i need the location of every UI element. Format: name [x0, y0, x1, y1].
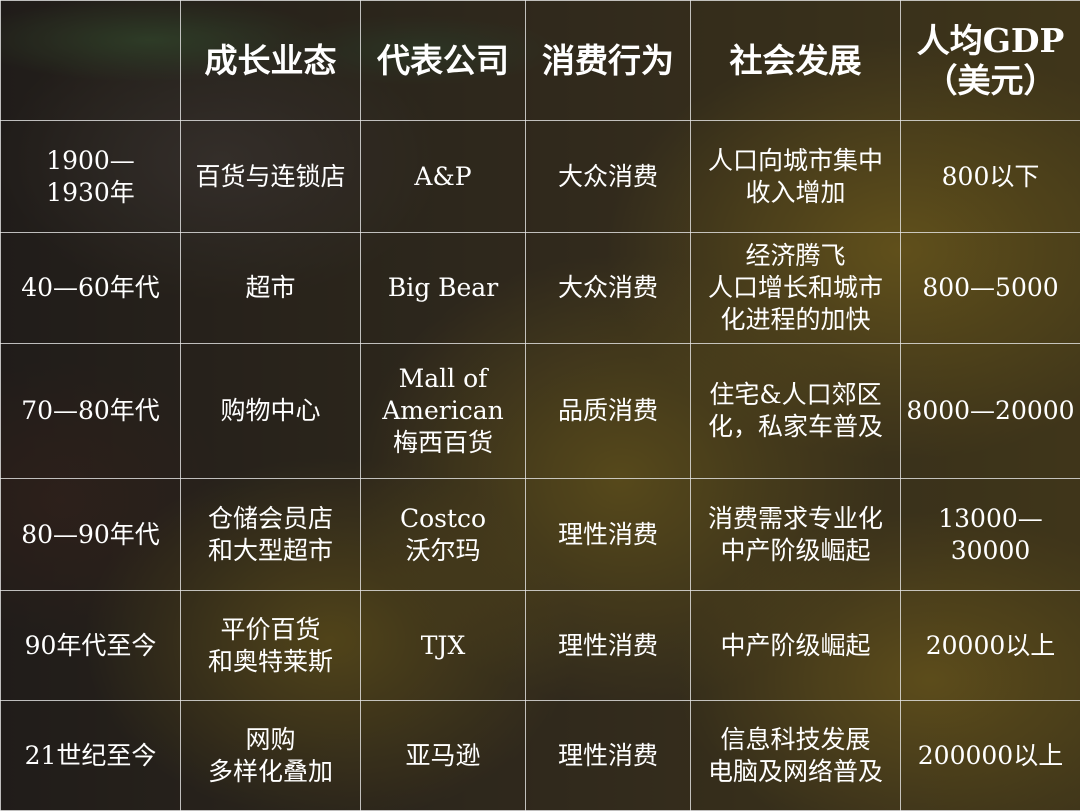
cell-company: 亚马逊: [361, 701, 526, 811]
cell-format: 仓储会员店 和大型超市: [181, 479, 361, 591]
table-row: 21世纪至今 网购 多样化叠加 亚马逊 理性消费 信息科技发展 电脑及网络普及 …: [1, 701, 1080, 811]
cell-format: 购物中心: [181, 344, 361, 479]
header-period: [1, 1, 181, 121]
cell-gdp: 13000— 30000: [901, 479, 1080, 591]
table-row: 70—80年代 购物中心 Mall of American 梅西百货 品质消费 …: [1, 344, 1080, 479]
table-row: 1900— 1930年 百货与连锁店 A&P 大众消费 人口向城市集中 收入增加…: [1, 121, 1080, 233]
header-row: 成长业态 代表公司 消费行为 社会发展 人均GDP （美元）: [1, 1, 1080, 121]
header-format: 成长业态: [181, 1, 361, 121]
cell-format: 平价百货 和奥特莱斯: [181, 591, 361, 701]
cell-company: TJX: [361, 591, 526, 701]
cell-society: 中产阶级崛起: [691, 591, 901, 701]
header-consumption: 消费行为: [526, 1, 691, 121]
header-society: 社会发展: [691, 1, 901, 121]
header-gdp: 人均GDP （美元）: [901, 1, 1080, 121]
cell-society: 住宅&人口郊区 化，私家车普及: [691, 344, 901, 479]
table-row: 80—90年代 仓储会员店 和大型超市 Costco 沃尔玛 理性消费 消费需求…: [1, 479, 1080, 591]
cell-consumption: 大众消费: [526, 121, 691, 233]
cell-society: 消费需求专业化 中产阶级崛起: [691, 479, 901, 591]
cell-gdp: 8000—20000: [901, 344, 1080, 479]
cell-consumption: 理性消费: [526, 591, 691, 701]
header-company: 代表公司: [361, 1, 526, 121]
cell-consumption: 大众消费: [526, 233, 691, 344]
cell-consumption: 理性消费: [526, 701, 691, 811]
table-row: 90年代至今 平价百货 和奥特莱斯 TJX 理性消费 中产阶级崛起 20000以…: [1, 591, 1080, 701]
cell-society: 信息科技发展 电脑及网络普及: [691, 701, 901, 811]
cell-company: A&P: [361, 121, 526, 233]
cell-period: 1900— 1930年: [1, 121, 181, 233]
cell-gdp: 200000以上: [901, 701, 1080, 811]
cell-format: 超市: [181, 233, 361, 344]
cell-period: 70—80年代: [1, 344, 181, 479]
cell-consumption: 理性消费: [526, 479, 691, 591]
cell-gdp: 800以下: [901, 121, 1080, 233]
cell-consumption: 品质消费: [526, 344, 691, 479]
cell-format: 网购 多样化叠加: [181, 701, 361, 811]
table-row: 40—60年代 超市 Big Bear 大众消费 经济腾飞 人口增长和城市 化进…: [1, 233, 1080, 344]
cell-company: Mall of American 梅西百货: [361, 344, 526, 479]
cell-period: 21世纪至今: [1, 701, 181, 811]
cell-period: 90年代至今: [1, 591, 181, 701]
cell-company: Big Bear: [361, 233, 526, 344]
cell-period: 80—90年代: [1, 479, 181, 591]
cell-society: 经济腾飞 人口增长和城市 化进程的加快: [691, 233, 901, 344]
cell-society: 人口向城市集中 收入增加: [691, 121, 901, 233]
cell-format: 百货与连锁店: [181, 121, 361, 233]
cell-period: 40—60年代: [1, 233, 181, 344]
cell-gdp: 800—5000: [901, 233, 1080, 344]
cell-company: Costco 沃尔玛: [361, 479, 526, 591]
cell-gdp: 20000以上: [901, 591, 1080, 701]
